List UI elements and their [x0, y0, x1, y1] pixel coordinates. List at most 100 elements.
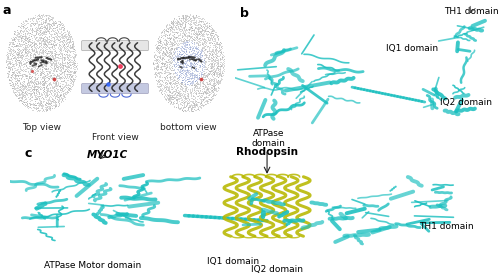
Point	[192, 75, 200, 79]
Point	[50, 26, 58, 31]
Point	[6, 67, 14, 72]
Point	[170, 77, 178, 81]
Point	[24, 16, 32, 20]
Point	[214, 72, 222, 77]
Point	[194, 108, 202, 112]
Point	[43, 67, 51, 71]
Point	[16, 24, 24, 29]
Point	[22, 74, 30, 78]
Point	[186, 104, 194, 108]
Point	[54, 87, 62, 91]
Point	[207, 27, 215, 31]
Point	[35, 96, 43, 100]
Point	[176, 27, 184, 31]
Point	[216, 53, 224, 57]
Point	[39, 96, 47, 100]
Point	[13, 47, 21, 51]
Point	[150, 72, 158, 76]
Point	[168, 46, 176, 51]
Point	[56, 34, 64, 38]
Point	[174, 77, 182, 81]
Point	[184, 14, 192, 19]
Point	[60, 35, 68, 40]
Point	[64, 75, 72, 79]
Point	[12, 94, 20, 98]
Point	[55, 51, 63, 56]
Point	[163, 41, 171, 45]
Point	[42, 54, 50, 58]
Point	[158, 56, 166, 60]
Point	[198, 26, 205, 30]
Point	[152, 66, 160, 70]
Point	[202, 20, 210, 24]
Point	[199, 103, 207, 107]
Point	[164, 92, 172, 97]
Point	[157, 78, 165, 82]
Point	[32, 88, 40, 92]
Point	[177, 52, 185, 56]
Point	[181, 17, 189, 22]
Point	[24, 76, 32, 80]
Point	[203, 98, 211, 103]
Point	[202, 43, 209, 47]
Point	[17, 36, 25, 40]
Point	[186, 54, 194, 58]
Point	[163, 23, 171, 27]
Point	[22, 19, 30, 23]
Point	[40, 80, 48, 84]
Point	[178, 65, 186, 69]
Point	[161, 82, 169, 87]
Point	[42, 17, 50, 21]
Point	[6, 40, 14, 44]
Point	[176, 90, 184, 95]
Point	[178, 82, 186, 87]
Point	[60, 78, 68, 83]
Point	[152, 45, 160, 49]
Point	[24, 53, 32, 57]
Point	[184, 59, 192, 64]
Point	[208, 38, 216, 43]
Point	[11, 58, 19, 62]
Point	[172, 97, 179, 101]
Point	[54, 94, 62, 99]
Point	[188, 82, 196, 86]
Point	[52, 66, 60, 71]
Point	[11, 35, 19, 39]
Point	[198, 28, 206, 32]
Point	[40, 85, 48, 89]
Point	[168, 102, 176, 106]
Point	[35, 92, 43, 96]
Point	[42, 101, 50, 105]
Point	[68, 45, 76, 50]
Point	[10, 32, 18, 36]
Point	[25, 60, 33, 64]
Point	[52, 55, 60, 59]
Point	[60, 33, 68, 38]
Point	[214, 67, 222, 72]
Point	[198, 33, 206, 37]
Point	[172, 70, 180, 75]
Point	[210, 51, 218, 56]
Point	[35, 16, 43, 20]
Point	[190, 86, 198, 90]
Point	[212, 49, 220, 53]
Point	[176, 70, 184, 75]
Point	[174, 47, 182, 51]
Point	[190, 53, 198, 58]
Point	[56, 72, 64, 76]
Point	[198, 80, 206, 85]
Point	[187, 45, 195, 49]
Point	[162, 42, 170, 46]
Point	[204, 21, 212, 26]
Point	[72, 70, 80, 74]
Point	[216, 64, 224, 68]
Point	[180, 64, 188, 68]
Point	[28, 94, 36, 99]
Point	[178, 71, 186, 75]
Point	[11, 75, 19, 79]
Point	[39, 57, 47, 61]
Point	[174, 93, 182, 97]
Point	[42, 107, 50, 112]
Point	[188, 54, 196, 58]
Point	[198, 88, 206, 93]
